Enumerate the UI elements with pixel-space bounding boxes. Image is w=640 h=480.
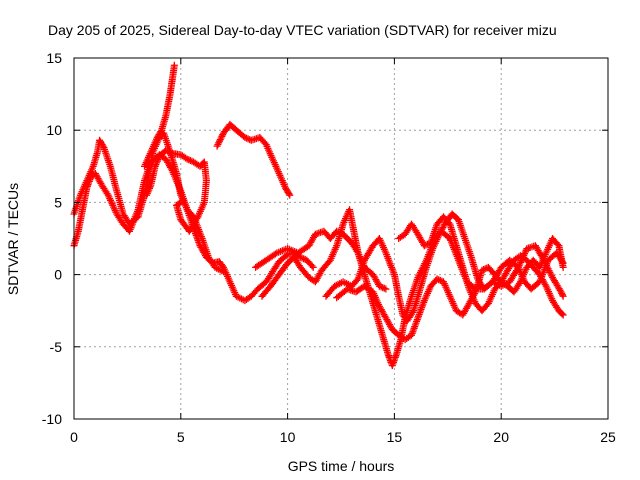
series-track-5 bbox=[213, 120, 294, 199]
data-marks bbox=[333, 252, 567, 344]
y-tick-label: 10 bbox=[46, 122, 62, 138]
series-track-3 bbox=[143, 146, 210, 235]
x-tick-label: 5 bbox=[177, 429, 185, 445]
y-tick-label: 0 bbox=[54, 267, 62, 283]
x-tick-label: 25 bbox=[600, 429, 616, 445]
x-tick-label: 0 bbox=[70, 429, 78, 445]
series-track-10 bbox=[395, 213, 567, 315]
data-marks bbox=[395, 213, 567, 315]
data-marks bbox=[143, 146, 210, 235]
data-series bbox=[70, 61, 567, 370]
y-tick-label: -5 bbox=[50, 339, 63, 355]
x-tick-label: 20 bbox=[493, 429, 509, 445]
axis-ticks: 0 5 10 15 20 25 -10 -5 0 5 10 15 bbox=[42, 50, 616, 445]
y-tick-label: -10 bbox=[42, 411, 62, 427]
plot-frame bbox=[73, 57, 609, 420]
x-axis-title: GPS time / hours bbox=[288, 458, 395, 474]
x-tick-label: 10 bbox=[280, 429, 296, 445]
chart-title: Day 205 of 2025, Sidereal Day-to-day VTE… bbox=[48, 22, 557, 38]
data-marks bbox=[213, 120, 294, 199]
y-tick-label: 5 bbox=[54, 194, 62, 210]
y-tick-label: 15 bbox=[46, 50, 62, 66]
x-tick-label: 15 bbox=[387, 429, 403, 445]
series-track-4 bbox=[141, 61, 178, 170]
series-track-9 bbox=[333, 252, 567, 344]
y-axis-title: SDTVAR / TECUs bbox=[5, 183, 21, 295]
data-marks bbox=[141, 61, 178, 170]
